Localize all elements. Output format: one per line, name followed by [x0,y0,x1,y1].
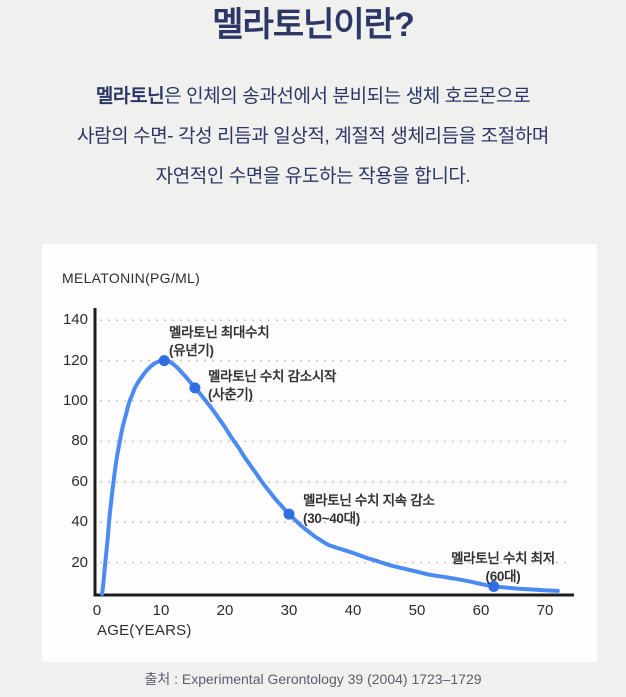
y-axis-title: MELATONIN(PG/ML) [62,270,201,286]
x-tick-label-30: 30 [280,602,298,619]
intro-paragraph: 멜라토닌은 인체의 송과선에서 분비되는 생체 호르몬으로 사람의 수면- 각성… [0,77,626,197]
chart-annotation-4: 멜라토닌 수치 최저 (60대) [445,550,561,585]
chart-card: MELATONIN(PG/ML) AGE(YEARS) 20 40 60 80 100 1… [42,244,597,662]
data-point-marker-2 [189,382,201,394]
chart-annotation-2: 멜라토닌 수치 감소시작 (사춘기) [208,368,336,403]
annotation-sublabel: (사춘기) [208,386,253,402]
annotation-sublabel: (유년기) [169,342,214,358]
data-point-marker-4 [488,580,500,592]
intro-keyword: 멜라토닌 [95,86,165,107]
x-tick-label-40: 40 [344,602,362,619]
intro-line-1-rest: 은 인체의 송과선에서 분비되는 생체 호르몬으로 [164,86,531,107]
melatonin-age-chart [93,308,574,597]
x-axis-title: AGE(YEARS) [97,622,192,639]
annotation-sublabel: (30~40대) [303,510,360,526]
annotation-label: 멜라토닌 수치 감소시작 [208,369,337,384]
x-tick-label-50: 50 [408,602,426,619]
data-point-marker-1 [158,355,170,367]
data-point-marker-3 [283,508,295,520]
x-tick-label-60: 60 [472,602,490,619]
y-tick-label-40: 40 [71,513,88,531]
y-tick-label-80: 80 [71,432,88,450]
y-tick-label-100: 100 [62,392,88,409]
source-citation: 출처 : Experimental Gerontology 39 (2004) … [144,671,482,687]
y-tick-label-60: 60 [71,472,88,490]
chart-annotation-3: 멜라토닌 수치 지속 감소 (30~40대) [303,492,435,527]
x-tick-label-20: 20 [216,602,234,619]
intro-line-2: 사람의 수면- 각성 리듬과 일상적, 계절적 생체리듬을 조절하며 [77,126,549,147]
y-tick-label-120: 120 [62,351,88,369]
title-rest: 이란? [333,6,414,44]
melatonin-curve [100,358,560,596]
x-tick-label-0: 0 [92,602,102,619]
annotation-label: 멜라토닌 최대수치 [169,325,270,340]
title-keyword: 멜라토닌 [212,6,334,44]
x-tick-label-10: 10 [152,602,170,619]
page-title: 멜라토닌이란? [0,1,626,49]
intro-line-3: 자연적인 수면을 유도하는 작용을 합니다. [155,166,471,187]
y-tick-label-20: 20 [71,553,88,571]
x-tick-label-70: 70 [536,602,554,619]
annotation-label: 멜라토닌 수치 지속 감소 [303,493,435,508]
annotation-sublabel: (60대) [485,568,521,584]
intro-line-1: 멜라토닌은 인체의 송과선에서 분비되는 생체 호르몬으로 [0,77,626,117]
chart-annotation-1: 멜라토닌 최대수치 (유년기) [169,324,270,359]
annotation-label: 멜라토닌 수치 최저 [451,551,555,566]
y-tick-label-140: 140 [62,311,88,329]
